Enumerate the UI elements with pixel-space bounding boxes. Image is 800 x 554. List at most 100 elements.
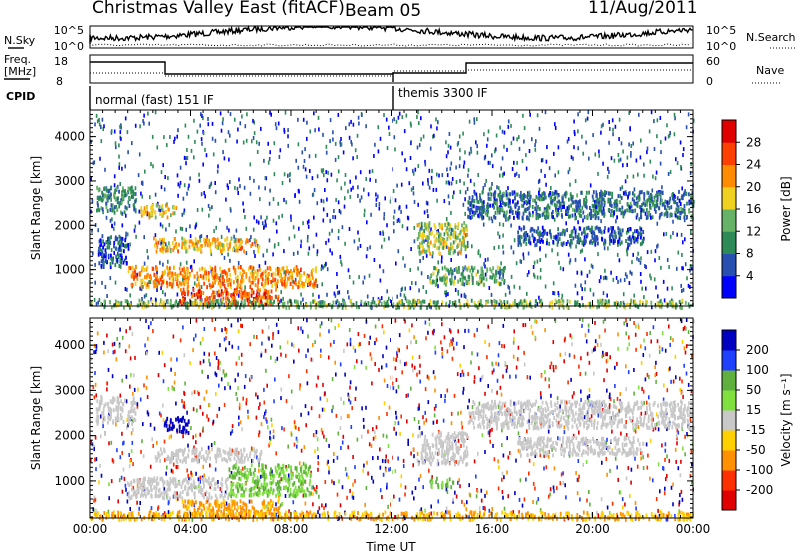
- noise-cell: [211, 205, 213, 210]
- echo-cell: [253, 298, 256, 303]
- echo-cell: [216, 292, 219, 297]
- echo-cell: [537, 239, 540, 243]
- noise-cell: [650, 339, 652, 344]
- echo-cell: [254, 276, 257, 280]
- echo-cell: [207, 300, 210, 305]
- noise-cell: [131, 141, 133, 146]
- echo-cell: [265, 289, 268, 294]
- noise-cell: [502, 233, 504, 238]
- echo-cell: [453, 279, 455, 284]
- noise-cell: [649, 438, 652, 443]
- echo-cell: [120, 248, 123, 253]
- noise-cell: [316, 252, 318, 257]
- noise-cell: [152, 164, 154, 169]
- noise-cell: [391, 118, 393, 123]
- noise-cell: [233, 234, 235, 239]
- noise-cell: [201, 336, 204, 341]
- echo-cell: [522, 300, 525, 305]
- echo-cell: [307, 277, 310, 282]
- echo-cell: [602, 300, 605, 305]
- echo-cell: [553, 197, 556, 202]
- noise-cell: [285, 465, 287, 469]
- echo-cell: [523, 232, 525, 237]
- echo-cell: [219, 266, 221, 271]
- echo-cell: [567, 209, 570, 214]
- echo-cell: [448, 227, 451, 232]
- noise-cell: [294, 299, 296, 304]
- echo-cell: [439, 277, 442, 282]
- echo-cell: [143, 304, 146, 309]
- echo-cell: [302, 284, 305, 289]
- echo-cell: [532, 235, 535, 240]
- noise-cell: [690, 266, 693, 271]
- echo-cell: [578, 213, 581, 218]
- echo-cell: [161, 280, 164, 284]
- echo-cell: [683, 192, 685, 197]
- noise-cell: [534, 147, 537, 152]
- echo-cell: [603, 229, 606, 234]
- noise-cell: [556, 486, 558, 491]
- noise-cell: [111, 224, 113, 229]
- echo-cell: [473, 199, 476, 203]
- noise-cell: [426, 201, 429, 206]
- echo-cell: [454, 300, 457, 305]
- echo-cell: [525, 216, 528, 221]
- noise-cell: [655, 497, 658, 501]
- echo-cell: [323, 300, 326, 305]
- echo-cell: [611, 209, 613, 213]
- echo-cell: [445, 267, 448, 272]
- echo-cell: [108, 300, 111, 305]
- echo-cell: [525, 241, 528, 246]
- echo-cell: [633, 239, 636, 244]
- noise-cell: [528, 217, 530, 222]
- noise-cell: [244, 285, 246, 290]
- noise-cell: [522, 256, 525, 261]
- noise-cell: [640, 279, 642, 284]
- echo-cell: [659, 299, 662, 304]
- echo-cell: [552, 215, 554, 220]
- echo-cell: [522, 239, 525, 244]
- echo-cell: [143, 209, 146, 214]
- noise-cell: [313, 111, 315, 116]
- noise-cell: [597, 171, 599, 176]
- noise-cell: [337, 229, 340, 234]
- noise-cell: [401, 151, 403, 156]
- echo-cell: [469, 215, 472, 220]
- echo-cell: [113, 244, 115, 249]
- noise-cell: [434, 345, 436, 350]
- echo-cell: [537, 231, 540, 236]
- noise-cell: [609, 392, 611, 397]
- noise-cell: [518, 174, 520, 179]
- echo-cell: [572, 207, 574, 212]
- echo-cell: [131, 270, 134, 275]
- echo-cell: [142, 300, 145, 305]
- echo-cell: [497, 270, 500, 275]
- noise-cell: [473, 117, 475, 122]
- noise-cell: [124, 349, 127, 354]
- echo-cell: [469, 210, 471, 215]
- noise-cell: [388, 125, 390, 130]
- echo-cell: [141, 265, 144, 270]
- echo-cell: [639, 235, 642, 240]
- echo-cell: [429, 276, 432, 281]
- echo-cell: [558, 298, 560, 303]
- noise-cell: [651, 215, 654, 220]
- echo-cell: [494, 299, 496, 304]
- echo-cell: [116, 301, 119, 306]
- echo-cell: [232, 247, 234, 252]
- echo-cell: [535, 216, 538, 221]
- echo-cell: [234, 268, 237, 273]
- echo-cell: [419, 305, 422, 310]
- echo-cell: [210, 305, 213, 310]
- echo-cell: [103, 254, 105, 259]
- noise-cell: [143, 261, 146, 266]
- echo-cell: [461, 271, 464, 276]
- echo-cell: [427, 245, 430, 250]
- noise-cell: [275, 221, 278, 226]
- noise-cell: [392, 215, 395, 220]
- noise-cell: [536, 113, 539, 118]
- echo-cell: [241, 279, 243, 284]
- echo-cell: [596, 196, 599, 201]
